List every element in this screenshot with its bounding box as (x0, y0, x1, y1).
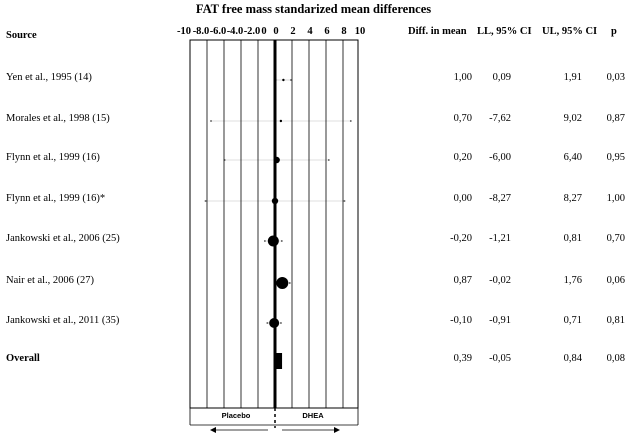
value-diff: 0,70 (453, 113, 472, 124)
ci-upper-end (327, 159, 330, 161)
overall-label: Overall (6, 353, 40, 364)
study-label: Flynn et al., 1999 (16)* (6, 193, 106, 204)
favors-dhea-label: DHEA (302, 411, 324, 420)
x-tick-label: -10 (177, 26, 191, 37)
diff-column-header: Diff. in mean (408, 26, 467, 37)
overall-value-p: 0,08 (606, 353, 625, 364)
ci-upper-end (349, 120, 352, 122)
value-diff: 0,20 (453, 152, 472, 163)
effect-point (267, 235, 279, 247)
value-diff: 1,00 (453, 72, 472, 83)
value-p: 0,03 (606, 72, 625, 83)
x-tick-label: 0 (273, 26, 278, 37)
x-tick-label: 0 (261, 26, 266, 37)
arrow-left-head (210, 427, 216, 433)
value-diff: -0,10 (450, 315, 472, 326)
value-ll: -0,02 (489, 275, 511, 286)
overall-value-diff: 0,39 (453, 353, 472, 364)
value-ul: 1,76 (563, 275, 582, 286)
p-column-header: p (611, 26, 617, 37)
value-p: 0,95 (606, 152, 625, 163)
effect-point (279, 119, 283, 123)
value-ll: -0,91 (489, 315, 511, 326)
study-label: Morales et al., 1998 (15) (6, 113, 110, 124)
ci-upper-end (280, 322, 282, 324)
x-tick-label: -2.0 (244, 26, 261, 37)
value-p: 0,87 (606, 113, 625, 124)
value-p: 0,70 (606, 233, 625, 244)
value-ll: -1,21 (489, 233, 511, 244)
value-ul: 8,27 (563, 193, 582, 204)
ci-upper-end (288, 282, 291, 284)
value-ul: 0,81 (563, 233, 582, 244)
x-tick-label: 4 (307, 26, 313, 37)
effect-point (271, 197, 279, 205)
value-ul: 9,02 (563, 113, 582, 124)
x-tick-label: -6.0 (210, 26, 227, 37)
ci-upper-end (343, 200, 346, 202)
study-label: Jankowski et al., 2011 (35) (6, 315, 120, 326)
effect-point (273, 156, 280, 164)
ci-upper-end (281, 240, 283, 242)
ll-column-header: LL, 95% CI (477, 26, 532, 37)
effect-point (276, 277, 289, 289)
value-ul: 1,91 (563, 72, 582, 83)
value-ul: 6,40 (563, 152, 582, 163)
ci-lower-end (274, 79, 277, 81)
value-diff: -0,20 (450, 233, 472, 244)
value-ll: -6,00 (489, 152, 511, 163)
ci-lower-end (264, 240, 266, 242)
value-diff: 0,00 (453, 193, 472, 204)
value-p: 0,81 (606, 315, 625, 326)
source-column-header: Source (6, 30, 37, 41)
effect-point (269, 318, 280, 328)
ci-lower-end (274, 282, 276, 284)
x-tick-label: -8.0 (193, 26, 210, 37)
chart-title: FAT free mass standarized mean differenc… (195, 2, 432, 16)
study-label: Yen et al., 1995 (14) (6, 72, 92, 83)
study-label: Flynn et al., 1999 (16) (6, 152, 100, 163)
x-tick-label: 2 (290, 26, 295, 37)
ci-upper-end (290, 79, 292, 81)
x-tick-label: -4.0 (227, 26, 244, 37)
x-tick-label: 10 (355, 26, 366, 37)
favors-placebo-label: Placebo (222, 411, 251, 420)
overall-value-ll: -0,05 (489, 353, 511, 364)
value-ll: -7,62 (489, 113, 511, 124)
value-ul: 0,71 (563, 315, 582, 326)
value-p: 1,00 (606, 193, 625, 204)
study-label: Nair et al., 2006 (27) (6, 275, 95, 286)
study-label: Jankowski et al., 2006 (25) (6, 233, 120, 244)
ci-lower-end (266, 322, 269, 324)
x-tick-label: 8 (341, 26, 346, 37)
ci-lower-end (204, 200, 207, 202)
value-diff: 0,87 (453, 275, 472, 286)
value-ll: 0,09 (492, 72, 511, 83)
value-p: 0,06 (606, 275, 625, 286)
effect-point (282, 78, 285, 82)
overall-box (274, 353, 283, 369)
value-ll: -8,27 (489, 193, 511, 204)
ul-column-header: UL, 95% CI (542, 26, 598, 37)
overall-value-ul: 0,84 (563, 353, 582, 364)
ci-lower-end (223, 159, 226, 161)
ci-lower-end (210, 120, 212, 122)
arrow-right-head (334, 427, 340, 433)
x-tick-label: 6 (324, 26, 329, 37)
